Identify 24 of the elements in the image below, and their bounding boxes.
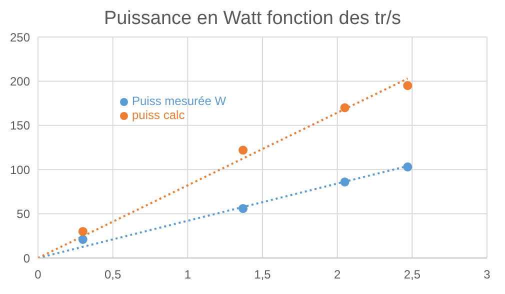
y-tick-label: 200: [10, 74, 30, 88]
y-tick-label: 50: [16, 207, 30, 222]
legend-label: Puiss mesurée W: [132, 94, 226, 108]
y-tick-label: 250: [10, 30, 30, 44]
x-tick-label: 3: [484, 268, 491, 282]
x-tick-label: 2,5: [404, 268, 421, 282]
y-tick-label: 0: [23, 251, 30, 266]
x-tick-label: 0: [34, 268, 42, 282]
point: [238, 146, 248, 155]
x-tick-label: 1,5: [254, 268, 272, 282]
point: [340, 177, 350, 186]
point: [78, 234, 88, 244]
point: [403, 81, 412, 90]
y-tick-label: 100: [10, 162, 30, 177]
x-tick-label: 1: [184, 268, 192, 282]
point: [340, 103, 350, 112]
point: [238, 204, 248, 213]
x-tick-label: 0,5: [104, 268, 122, 282]
point: [403, 162, 412, 172]
point: [78, 226, 88, 236]
y-tick-label: 150: [10, 118, 30, 133]
x-tick-label: 2: [334, 268, 341, 282]
chart-title: Puissance en Watt fonction des tr/s: [102, 8, 402, 31]
legend-label: puiss calc: [132, 108, 185, 122]
